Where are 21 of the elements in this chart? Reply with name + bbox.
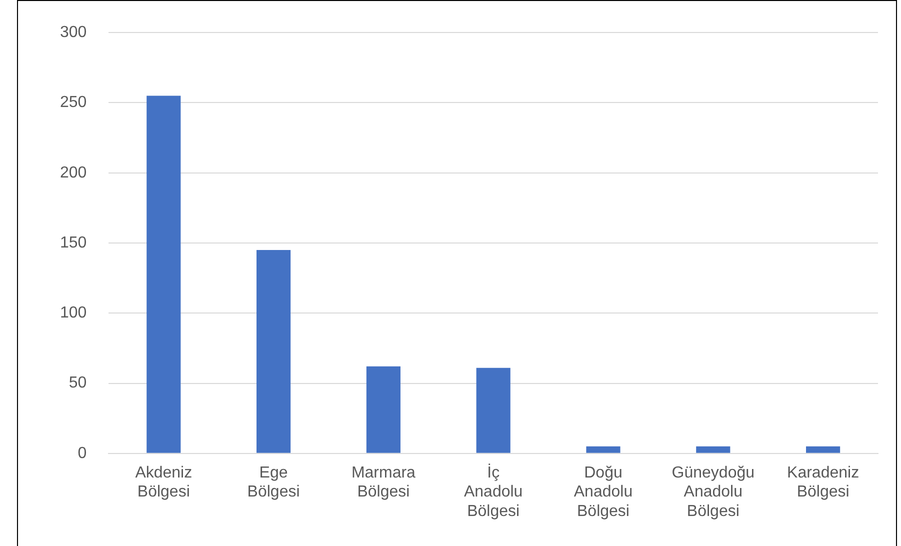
x-tick-label: Akdeniz Bölgesi — [135, 464, 192, 501]
y-tick-label: 250 — [60, 94, 87, 112]
bar — [696, 446, 730, 453]
bar — [476, 368, 510, 453]
y-tick-label: 300 — [60, 24, 87, 42]
bar — [366, 366, 400, 453]
y-tick-label: 50 — [68, 374, 87, 392]
y-tick-label: 100 — [60, 304, 87, 322]
bar — [146, 96, 181, 453]
bar — [586, 446, 620, 453]
x-tick-label: Marmara Bölgesi — [351, 464, 416, 501]
x-tick-label: Karadeniz Bölgesi — [787, 464, 860, 501]
bar — [806, 446, 840, 453]
y-tick-label: 150 — [60, 234, 87, 252]
bar — [256, 250, 291, 453]
x-tick-label: Ege Bölgesi — [247, 464, 300, 501]
y-tick-label: 200 — [60, 164, 87, 182]
y-tick-label: 0 — [78, 444, 87, 462]
x-tick-label: Güneydoğu Anadolu Bölgesi — [672, 464, 755, 520]
x-tick-label: İç Anadolu Bölgesi — [464, 463, 523, 520]
x-tick-label: Doğu Anadolu Bölgesi — [574, 464, 633, 520]
